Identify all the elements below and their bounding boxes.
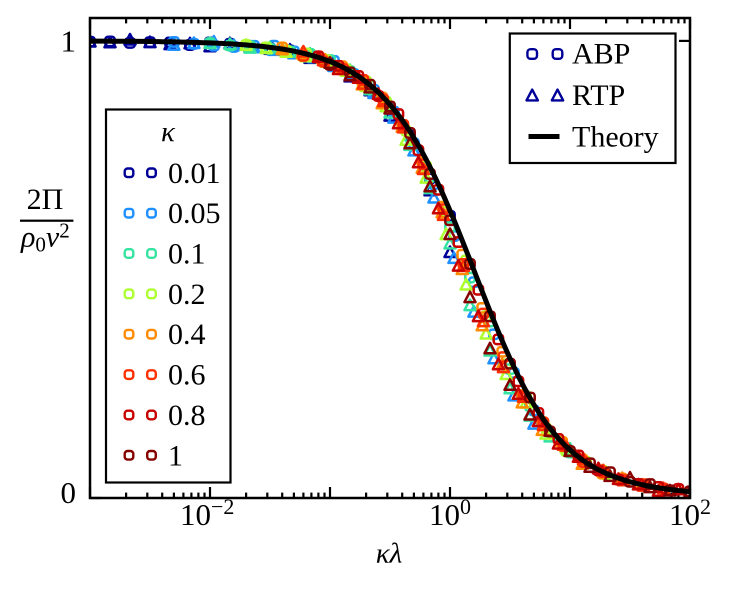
svg-text:0.1: 0.1 bbox=[168, 238, 206, 271]
svg-text:2Π: 2Π bbox=[27, 183, 64, 216]
svg-text:1: 1 bbox=[168, 439, 183, 472]
svg-text:κλ: κλ bbox=[376, 538, 402, 570]
svg-text:0.6: 0.6 bbox=[168, 359, 206, 392]
svg-text:0: 0 bbox=[61, 475, 77, 510]
svg-text:102: 102 bbox=[669, 494, 711, 532]
svg-text:Theory: Theory bbox=[572, 121, 659, 154]
svg-text:0.8: 0.8 bbox=[168, 399, 206, 432]
svg-text:RTP: RTP bbox=[572, 79, 625, 112]
svg-text:ABP: ABP bbox=[572, 38, 630, 71]
svg-text:0.2: 0.2 bbox=[168, 278, 206, 311]
svg-text:ρ0v2: ρ0v2 bbox=[20, 219, 70, 257]
svg-text:1: 1 bbox=[61, 24, 77, 59]
svg-text:0.05: 0.05 bbox=[168, 197, 221, 230]
svg-text:0.4: 0.4 bbox=[168, 318, 206, 351]
svg-text:0.01: 0.01 bbox=[168, 157, 221, 190]
svg-text:κ: κ bbox=[161, 116, 176, 148]
svg-text:100: 100 bbox=[429, 494, 471, 532]
